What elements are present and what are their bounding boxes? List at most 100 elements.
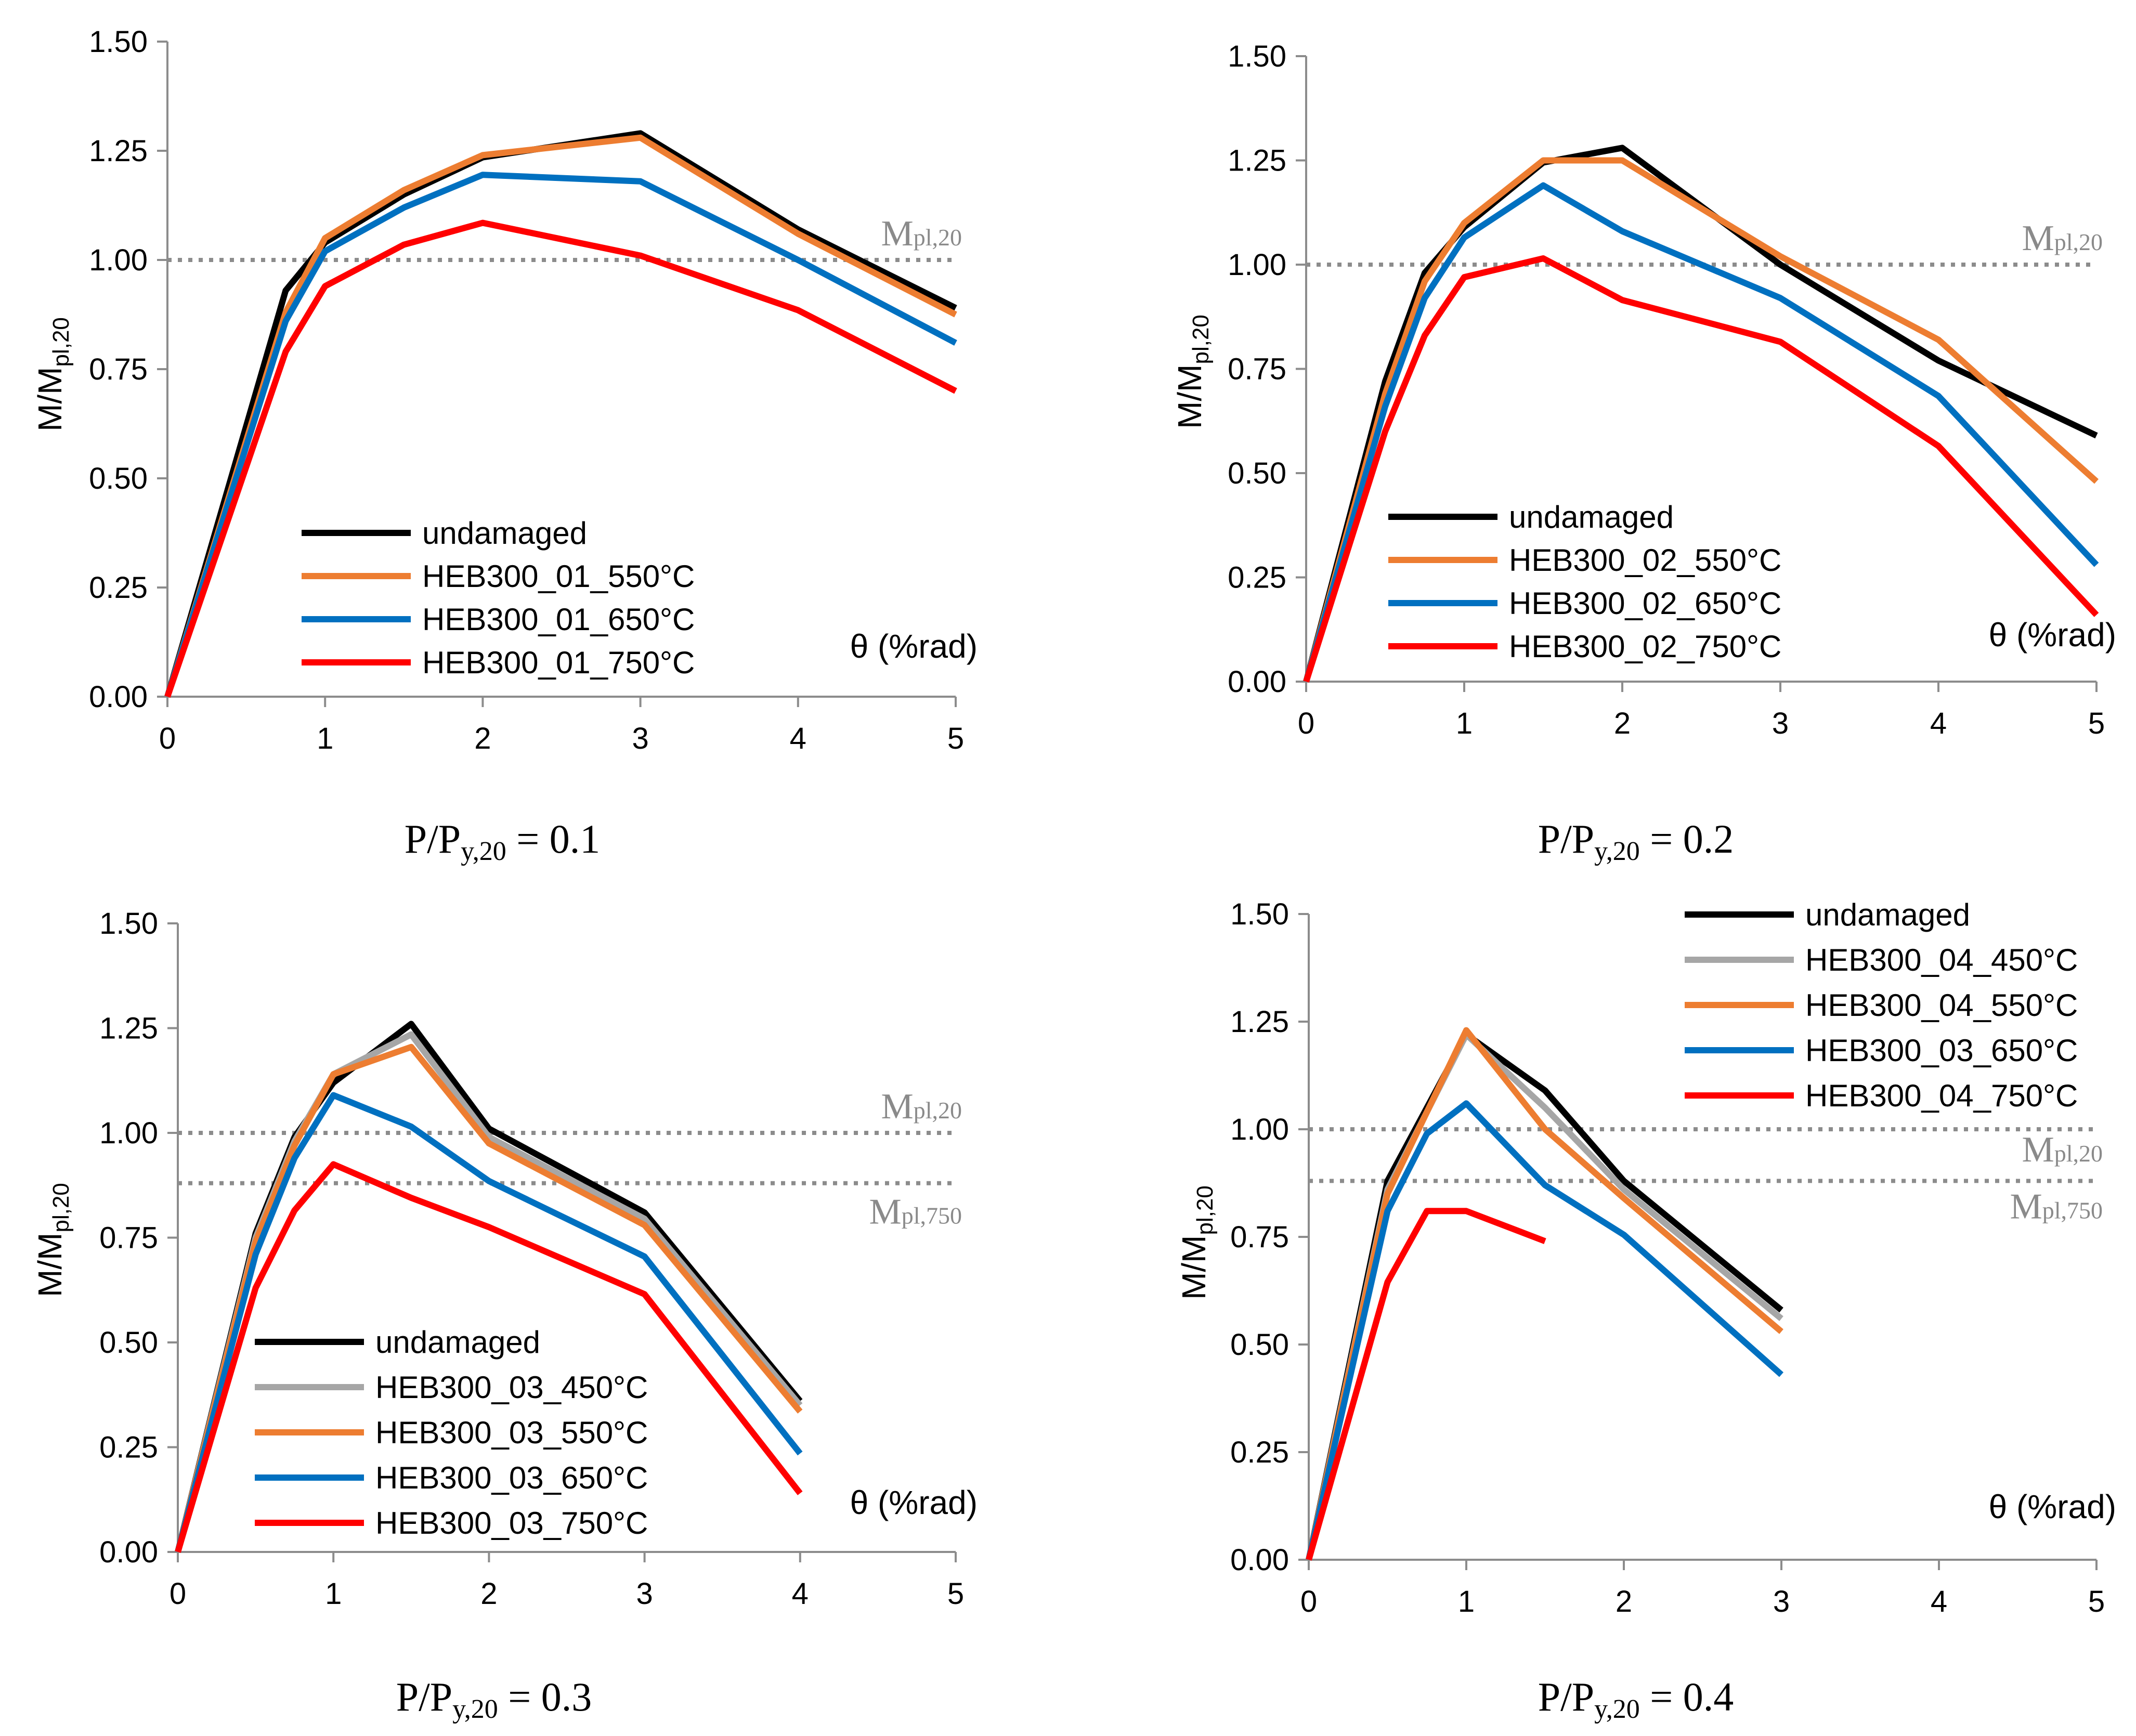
text-part: P/P [405, 816, 461, 862]
y-tick-label: 0.00 [99, 1535, 158, 1569]
legend-entry-label: HEB300_03_450°C [375, 1370, 648, 1405]
text-part: = 0.1 [506, 816, 601, 862]
text-part: pl,20 [1192, 1185, 1218, 1235]
x-tick-label: 3 [1772, 707, 1789, 740]
reference-label: Mpl,20 [2022, 218, 2103, 258]
x-tick-label: 3 [1773, 1585, 1790, 1618]
x-axis-label: θ (%rad) [850, 1484, 978, 1521]
x-tick-label: 0 [159, 722, 176, 755]
text-part: y,20 [461, 837, 506, 866]
x-tick-label: 1 [317, 722, 333, 755]
y-tick-label: 1.25 [1228, 144, 1286, 178]
x-tick-label: 1 [1456, 707, 1473, 740]
text-part: pl,20 [2054, 229, 2103, 255]
x-axis-label: θ (%rad) [850, 628, 978, 665]
y-tick-label: 0.25 [1228, 561, 1286, 595]
x-tick-label: 4 [1931, 1585, 1947, 1618]
text-part: M/M [1175, 1235, 1213, 1300]
x-tick-label: 1 [325, 1577, 342, 1611]
legend-entry-label: HEB300_01_750°C [422, 645, 695, 680]
y-tick-label: 0.00 [89, 680, 148, 714]
x-tick-label: 4 [790, 722, 806, 755]
y-tick-label: 1.25 [1230, 1005, 1289, 1039]
series-line-t750 [1303, 255, 2099, 683]
y-tick-label: 0.75 [1230, 1220, 1289, 1254]
y-tick-label: 1.50 [1228, 40, 1286, 73]
text-part: P/P [396, 1674, 452, 1719]
x-tick-label: 0 [1298, 707, 1314, 740]
text-part: y,20 [1594, 837, 1640, 866]
reference-label: Mpl,20 [881, 214, 962, 254]
x-tick-label: 5 [947, 722, 964, 755]
text-part: pl,20 [914, 1097, 962, 1124]
legend-entry-label: undamaged [375, 1325, 540, 1360]
y-tick-label: 0.75 [99, 1221, 158, 1255]
legend-entry-label: HEB300_03_650°C [1805, 1033, 2078, 1068]
legend: undamaged HEB300_01_550°C HEB300_01_650°C H… [302, 516, 695, 680]
x-tick-label: 5 [2088, 1585, 2105, 1618]
x-tick-label: 2 [1614, 707, 1631, 740]
text-part: pl,20 [48, 1183, 74, 1232]
text-part: pl,20 [48, 317, 74, 367]
x-axis-label: θ (%rad) [1989, 616, 2116, 654]
panel-caption: P/Py,20 = 0.2 [1538, 816, 1734, 866]
y-tick-label: 1.00 [1228, 248, 1286, 282]
y-tick-label: 0.25 [89, 571, 148, 605]
chart-panel-3: 0.000.250.500.751.001.251.500 1 2 3 4 5M/Mpl,… [31, 907, 978, 1724]
x-tick-label: 0 [170, 1577, 186, 1611]
y-tick-label: 0.00 [1230, 1543, 1289, 1577]
text-part: y,20 [1594, 1694, 1640, 1724]
y-axis-label: M/Mpl,20 [31, 1183, 74, 1297]
reference-label: Mpl,750 [2010, 1186, 2103, 1226]
y-tick-label: 0.50 [1230, 1328, 1289, 1362]
y-axis-label: M/Mpl,20 [31, 317, 74, 432]
x-tick-label: 2 [474, 722, 491, 755]
x-tick-label: 4 [792, 1577, 809, 1611]
series-line-t650 [175, 1092, 803, 1553]
text-part: pl,20 [2054, 1140, 2103, 1167]
x-tick-label: 1 [1458, 1585, 1475, 1618]
x-axis-label: θ (%rad) [1989, 1488, 2116, 1525]
legend-entry-label: undamaged [422, 516, 587, 551]
x-tick-label: 2 [480, 1577, 497, 1611]
y-tick-label: 0.00 [1228, 665, 1286, 699]
legend-entry-label: HEB300_03_750°C [375, 1506, 648, 1541]
reference-label: Mpl,20 [881, 1087, 962, 1127]
legend-entry-label: HEB300_02_750°C [1509, 629, 1781, 664]
legend-entry-label: HEB300_01_550°C [422, 559, 695, 594]
y-axis-label: M/Mpl,20 [1171, 315, 1214, 429]
y-tick-label: 1.50 [99, 907, 158, 941]
panel-caption: P/Py,20 = 0.1 [405, 816, 601, 866]
text-part: y,20 [452, 1694, 498, 1724]
legend: undamaged HEB300_04_450°C HEB300_04_550°C H… [1685, 897, 2078, 1113]
series-line-t650 [164, 172, 957, 698]
text-part: = 0.2 [1640, 816, 1734, 862]
chart-panel-4: 0.000.250.500.751.001.251.500 1 2 3 4 5M/Mpl,… [1175, 897, 2116, 1724]
chart-panel-1: 0.000.250.500.751.001.251.500 1 2 3 4 5M/Mpl,… [31, 25, 978, 866]
legend-entry-label: HEB300_03_650°C [375, 1460, 648, 1495]
series-line-t750 [1306, 1208, 1546, 1561]
y-tick-label: 0.50 [99, 1326, 158, 1360]
reference-label: Mpl,750 [869, 1192, 962, 1232]
series-line-t650 [1306, 1100, 1783, 1561]
y-tick-label: 0.50 [1228, 456, 1286, 490]
legend-entry-label: HEB300_04_450°C [1805, 943, 2078, 977]
series-line-t550 [175, 1043, 803, 1553]
text-part: M/M [1171, 364, 1208, 429]
text-part: P/P [1538, 1674, 1594, 1719]
series-line-t650 [1303, 182, 2099, 683]
legend-entry-label: HEB300_02_650°C [1509, 586, 1781, 621]
text-part: P/P [1538, 816, 1594, 862]
text-part: M/M [31, 1233, 69, 1297]
y-tick-label: 1.00 [89, 243, 148, 277]
series-line-t550 [164, 134, 957, 698]
text-part: pl,750 [2042, 1197, 2103, 1223]
text-part: M [869, 1192, 901, 1232]
text-part: pl,20 [1188, 315, 1214, 364]
x-tick-label: 3 [632, 722, 648, 755]
legend-entry-label: HEB300_02_550°C [1509, 543, 1781, 578]
text-part: M/M [31, 367, 69, 432]
legend-entry-label: HEB300_04_750°C [1805, 1078, 2078, 1113]
x-tick-label: 2 [1616, 1585, 1632, 1618]
